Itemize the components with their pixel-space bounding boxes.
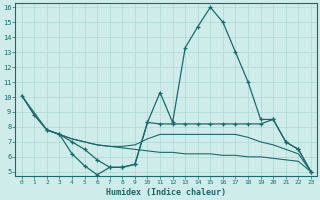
X-axis label: Humidex (Indice chaleur): Humidex (Indice chaleur) [106, 188, 226, 197]
